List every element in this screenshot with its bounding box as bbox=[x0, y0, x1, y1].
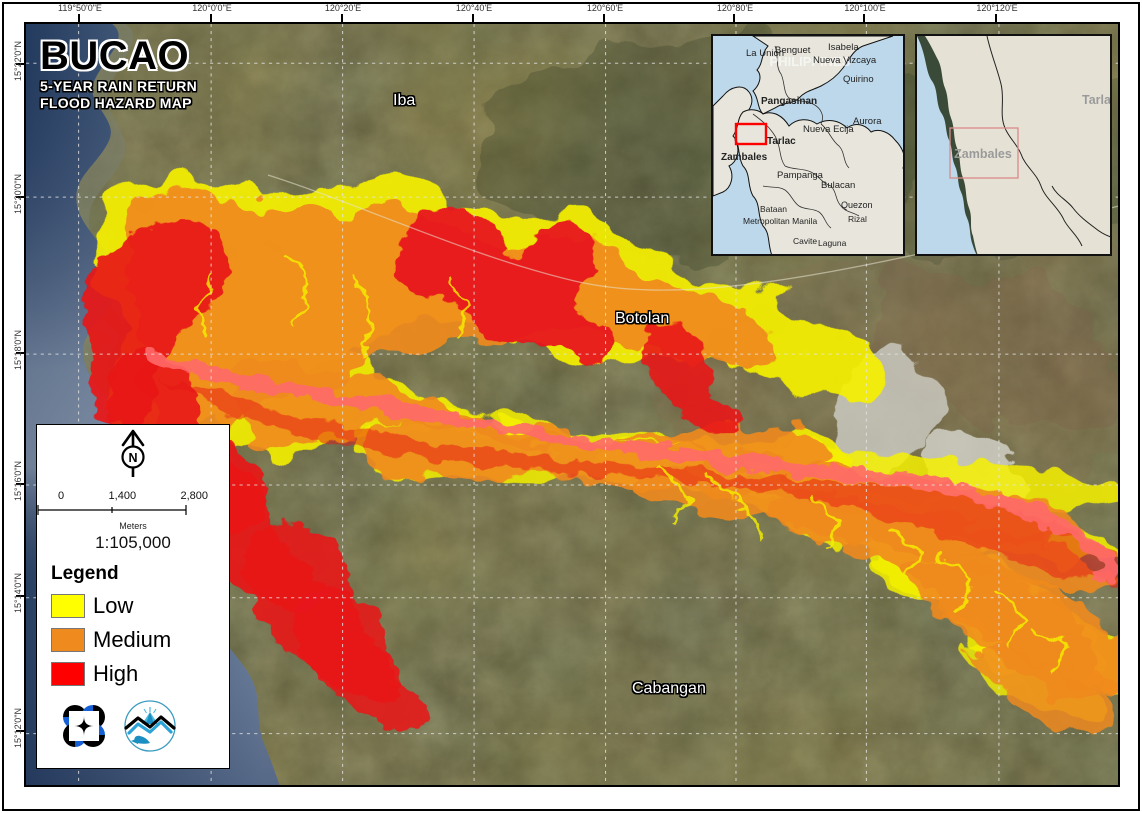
svg-text:Tarlac: Tarlac bbox=[1082, 93, 1112, 107]
svg-text:Benguet: Benguet bbox=[775, 45, 811, 56]
svg-text:Zambales: Zambales bbox=[954, 147, 1012, 161]
svg-text:Bataan: Bataan bbox=[760, 204, 787, 214]
svg-text:Isabela: Isabela bbox=[828, 42, 859, 53]
svg-text:Aurora: Aurora bbox=[853, 116, 882, 127]
svg-text:Nueva Ecija: Nueva Ecija bbox=[803, 124, 854, 135]
svg-text:N: N bbox=[128, 451, 137, 465]
svg-text:Quirino: Quirino bbox=[843, 74, 874, 85]
svg-text:Cavite: Cavite bbox=[793, 236, 817, 246]
svg-text:Bulacan: Bulacan bbox=[821, 180, 855, 191]
svg-text:Rizal: Rizal bbox=[848, 214, 867, 224]
svg-text:Quezon: Quezon bbox=[841, 200, 873, 210]
svg-text:Laguna: Laguna bbox=[818, 238, 847, 248]
svg-text:Pangasinan: Pangasinan bbox=[761, 96, 817, 107]
svg-text:Metropolitan Manila: Metropolitan Manila bbox=[743, 216, 817, 226]
svg-text:Zambales: Zambales bbox=[721, 152, 768, 163]
svg-text:Pampanga: Pampanga bbox=[777, 170, 824, 181]
svg-text:Nueva Vizcaya: Nueva Vizcaya bbox=[813, 55, 877, 66]
svg-text:Tarlac: Tarlac bbox=[767, 136, 796, 147]
